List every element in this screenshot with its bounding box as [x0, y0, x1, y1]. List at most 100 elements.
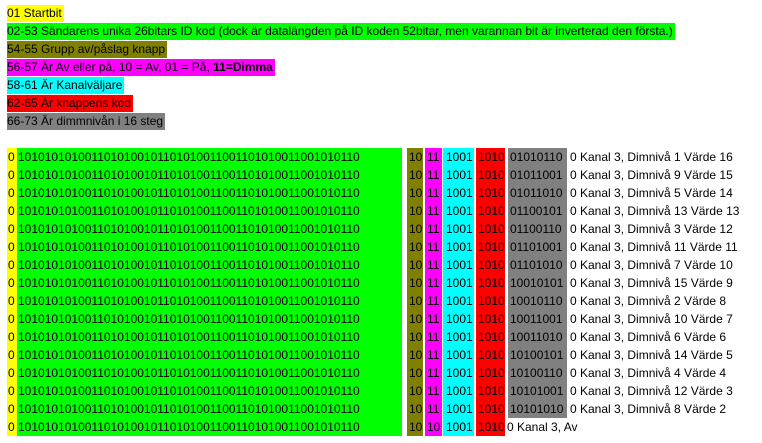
table-row: 0 101010101001101010010110101001100110101… [0, 382, 762, 400]
description: 0 Kanal 3, Dimnivå 1 Värde 16 [570, 150, 733, 164]
start-bit: 0 [7, 310, 18, 328]
key-bits: 1010 [476, 148, 505, 166]
group-bits: 10 [407, 220, 423, 238]
description: 0 Kanal 3, Dimnivå 6 Värde 6 [570, 330, 727, 344]
channel-bits: 1001 [443, 166, 474, 184]
action-bits: 11 [425, 166, 442, 184]
action-bits: 11 [425, 292, 442, 310]
action-bits: 11 [425, 256, 442, 274]
action-bits: 11 [425, 400, 442, 418]
legend-on-off-dim: 11=Dimma [213, 60, 273, 74]
dim-bits: 10010110 [508, 292, 567, 310]
key-bits: 1010 [476, 418, 505, 436]
group-bits: 10 [407, 310, 423, 328]
description: 0 Kanal 3, Dimnivå 7 Värde 10 [570, 258, 733, 272]
start-bit: 0 [7, 292, 18, 310]
action-bits: 11 [425, 364, 442, 382]
id-code: 1010101010011010100101101010011001101010… [17, 148, 402, 166]
id-code: 1010101010011010100101101010011001101010… [17, 346, 402, 364]
table-row: 0 101010101001101010010110101001100110101… [0, 274, 762, 292]
dim-bits: 01011010 [508, 184, 567, 202]
table-row: 0 101010101001101010010110101001100110101… [0, 184, 762, 202]
dim-bits: 10101001 [508, 382, 567, 400]
group-bits: 10 [407, 346, 423, 364]
key-bits: 1010 [476, 328, 505, 346]
channel-bits: 1001 [443, 364, 474, 382]
dim-bits: 01101001 [508, 238, 567, 256]
id-code: 1010101010011010100101101010011001101010… [17, 220, 402, 238]
legend-on-off-text: 56-57 Är Av eller på, 10 = Av, 01 = På, [7, 60, 214, 74]
key-bits: 1010 [476, 238, 505, 256]
dim-bits: 10100110 [508, 364, 567, 382]
dim-bits: 10010101 [508, 274, 567, 292]
dim-bits: 10100101 [508, 346, 567, 364]
key-bits: 1010 [476, 292, 505, 310]
description: 0 Kanal 3, Dimnivå 15 Värde 9 [570, 276, 733, 290]
start-bit: 0 [7, 202, 18, 220]
legend-channel: 58-61 Är Kanalväljare [7, 77, 125, 94]
table-row: 0 101010101001101010010110101001100110101… [0, 418, 762, 436]
action-bits: 11 [425, 274, 442, 292]
group-bits: 10 [407, 400, 423, 418]
channel-bits: 1001 [443, 382, 474, 400]
action-bits: 11 [425, 220, 442, 238]
dim-bits: 01100110 [508, 220, 567, 238]
id-code: 1010101010011010100101101010011001101010… [17, 274, 402, 292]
group-bits: 10 [407, 166, 423, 184]
group-bits: 10 [407, 256, 423, 274]
description: 0 Kanal 3, Dimnivå 9 Värde 15 [570, 168, 733, 182]
dim-bits [508, 418, 567, 436]
table-row: 0 101010101001101010010110101001100110101… [0, 220, 762, 238]
table-row: 0 101010101001101010010110101001100110101… [0, 310, 762, 328]
description: 0 Kanal 3, Dimnivå 11 Värde 11 [570, 240, 738, 254]
key-bits: 1010 [476, 220, 505, 238]
table-row: 0 101010101001101010010110101001100110101… [0, 166, 762, 184]
dim-bits: 10011001 [508, 310, 567, 328]
action-bits: 11 [425, 184, 442, 202]
channel-bits: 1001 [443, 256, 474, 274]
action-bits: 11 [425, 346, 442, 364]
channel-bits: 1001 [443, 274, 474, 292]
group-bits: 10 [407, 274, 423, 292]
channel-bits: 1001 [443, 292, 474, 310]
table-row: 0 101010101001101010010110101001100110101… [0, 328, 762, 346]
key-bits: 1010 [476, 382, 505, 400]
id-code: 1010101010011010100101101010011001101010… [17, 364, 402, 382]
legend-id-code: 02-53 Sändarens unika 26bitars ID kod (d… [7, 23, 675, 40]
dim-bits: 01101010 [508, 256, 567, 274]
key-bits: 1010 [476, 310, 505, 328]
dim-bits: 10011010 [508, 328, 567, 346]
id-code: 1010101010011010100101101010011001101010… [17, 400, 402, 418]
table-row: 0 101010101001101010010110101001100110101… [0, 238, 762, 256]
dim-bits: 10101010 [508, 400, 567, 418]
start-bit: 0 [7, 148, 18, 166]
action-bits: 11 [425, 310, 442, 328]
start-bit: 0 [7, 418, 18, 436]
legend-dim-level: 66-73 Är dimmnivån i 16 steg [7, 113, 166, 130]
group-bits: 10 [407, 238, 423, 256]
action-bits: 11 [425, 148, 442, 166]
id-code: 1010101010011010100101101010011001101010… [17, 310, 402, 328]
table-row: 0 101010101001101010010110101001100110101… [0, 364, 762, 382]
start-bit: 0 [7, 382, 18, 400]
legend-key-code: 62-65 Är knappens kod [7, 95, 134, 112]
action-bits: 11 [425, 382, 442, 400]
group-bits: 10 [407, 148, 423, 166]
id-code: 1010101010011010100101101010011001101010… [17, 256, 402, 274]
channel-bits: 1001 [443, 310, 474, 328]
table-row: 0 101010101001101010010110101001100110101… [0, 202, 762, 220]
channel-bits: 1001 [443, 346, 474, 364]
legend-on-off: 56-57 Är Av eller på, 10 = Av, 01 = På, … [7, 59, 275, 76]
group-bits: 10 [407, 184, 423, 202]
table-row: 0 101010101001101010010110101001100110101… [0, 346, 762, 364]
id-code: 1010101010011010100101101010011001101010… [17, 292, 402, 310]
table-row: 0 101010101001101010010110101001100110101… [0, 148, 762, 166]
start-bit: 0 [7, 400, 18, 418]
table-row: 0 101010101001101010010110101001100110101… [0, 256, 762, 274]
id-code: 1010101010011010100101101010011001101010… [17, 184, 402, 202]
start-bit: 0 [7, 328, 18, 346]
description: 0 Kanal 3, Dimnivå 8 Värde 2 [570, 402, 727, 416]
id-code: 1010101010011010100101101010011001101010… [17, 238, 402, 256]
channel-bits: 1001 [443, 202, 474, 220]
description: 0 Kanal 3, Dimnivå 4 Värde 4 [570, 366, 727, 380]
